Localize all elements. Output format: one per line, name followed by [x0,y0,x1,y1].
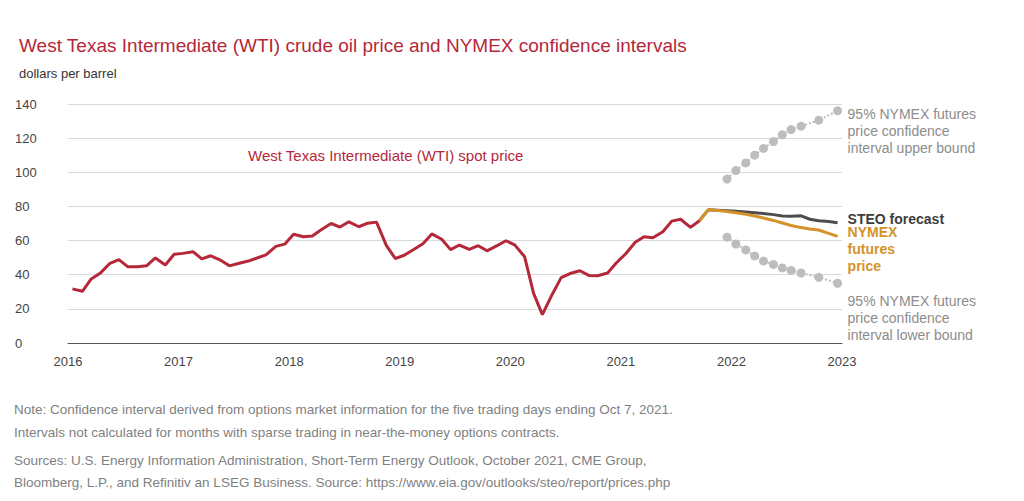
svg-text:Intervals not calculated for m: Intervals not calculated for months with… [14,425,560,440]
svg-text:2020: 2020 [496,354,525,369]
svg-text:20: 20 [15,301,29,316]
svg-text:140: 140 [15,97,37,112]
svg-text:2018: 2018 [275,354,304,369]
svg-text:40: 40 [15,267,29,282]
svg-text:2022: 2022 [717,354,746,369]
svg-text:2021: 2021 [606,354,635,369]
svg-text:price confidence: price confidence [848,310,954,326]
svg-text:West Texas Intermediate (WTI): West Texas Intermediate (WTI) spot price [248,147,523,164]
svg-text:80: 80 [15,199,29,214]
svg-text:futures: futures [848,241,899,257]
svg-text:2019: 2019 [385,354,414,369]
svg-text:dollars per barrel: dollars per barrel [19,66,117,81]
svg-text:60: 60 [15,233,29,248]
svg-text:interval upper bound: interval upper bound [848,140,976,156]
svg-text:120: 120 [15,131,37,146]
svg-text:West Texas Intermediate (WTI): West Texas Intermediate (WTI) crude oil … [19,35,687,56]
svg-text:STEO forecast: STEO forecast [847,210,945,227]
svg-text:price confidence: price confidence [848,123,954,139]
svg-text:Sources: U.S. Energy Informati: Sources: U.S. Energy Information Adminis… [14,453,647,468]
svg-text:2017: 2017 [164,354,193,369]
svg-text:2023: 2023 [828,354,857,369]
svg-text:2016: 2016 [54,354,83,369]
svg-text:Note: Confidence interval deri: Note: Confidence interval derived from o… [14,402,673,417]
svg-text:0: 0 [15,336,22,351]
svg-text:Bloomberg, L.P., and Refinitiv: Bloomberg, L.P., and Refinitiv an LSEG B… [14,475,670,490]
svg-text:interval lower bound: interval lower bound [848,327,973,343]
svg-text:95% NYMEX futures: 95% NYMEX futures [848,293,980,309]
svg-text:price: price [848,258,882,274]
svg-text:95% NYMEX futures: 95% NYMEX futures [848,106,980,122]
svg-text:100: 100 [15,165,37,180]
svg-text:NYMEX: NYMEX [848,224,902,240]
